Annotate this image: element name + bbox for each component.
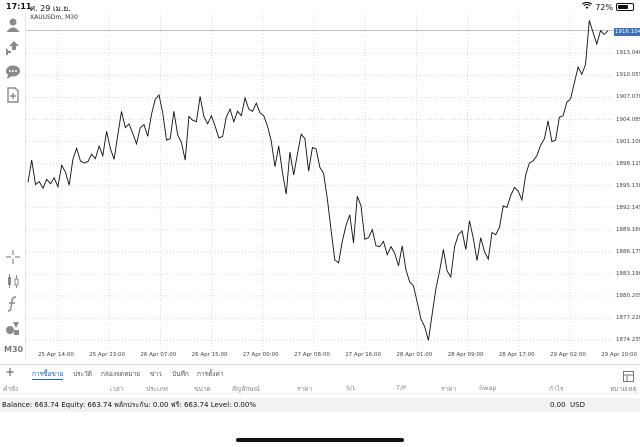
y-tick-label: 1898.115 xyxy=(616,160,640,167)
clock: 17:11 xyxy=(6,2,32,11)
col-type: ประเภท xyxy=(146,385,168,393)
y-tick-label: 1913.040 xyxy=(616,50,640,57)
indicators-icon[interactable] xyxy=(5,296,21,312)
time-axis: 25 Apr 14:00 25 Apr 23:00 26 Apr 07:00 26 A… xyxy=(26,352,640,360)
x-tick-label: 27 Apr 00:00 xyxy=(242,352,279,358)
y-tick-label: 1889.160 xyxy=(616,226,640,233)
tab-mailbox[interactable]: กล่องจดหมาย xyxy=(101,370,141,378)
chat-icon[interactable] xyxy=(5,64,21,80)
terminal-tab-bar: + การซื้อขาย ประวัติ กล่องจดหมาย ข่าว บั… xyxy=(0,364,640,382)
add-icon[interactable]: + xyxy=(5,365,16,379)
y-tick-label: 1874.235 xyxy=(616,337,640,344)
current-price-tag: 1916.104 xyxy=(614,28,640,36)
tab-trade[interactable]: การซื้อขาย xyxy=(32,370,64,380)
tab-history[interactable]: ประวัติ xyxy=(73,370,92,378)
col-symbol: สัญลักษณ์ xyxy=(232,385,260,393)
timeframe-label[interactable]: M30 xyxy=(4,345,24,354)
tab-settings[interactable]: การตั้งค่า xyxy=(197,370,224,378)
y-tick-label: 1901.100 xyxy=(616,138,640,145)
x-tick-label: 25 Apr 23:00 xyxy=(89,352,126,358)
tab-journal[interactable]: บันทึก xyxy=(172,370,189,378)
col-sl: S/L xyxy=(346,384,356,392)
x-tick-label: 26 Apr 15:00 xyxy=(191,352,228,358)
x-tick-label: 26 Apr 07:00 xyxy=(140,352,177,358)
orders-table-header: คำสั่ง เวลา ประเภท ขนาด สัญลักษณ์ ราคา S… xyxy=(0,382,640,394)
y-tick-label: 1907.070 xyxy=(616,94,640,101)
date: ศ. 29 เม.ย. xyxy=(30,4,71,13)
crosshair-icon[interactable] xyxy=(5,249,21,265)
y-tick-label: 1880.205 xyxy=(616,293,640,300)
chart-type-icon[interactable] xyxy=(5,273,21,289)
panel-toggle-icon[interactable] xyxy=(623,367,634,382)
col-open-price: ราคา xyxy=(297,385,313,393)
col-tp: T/P xyxy=(396,384,407,392)
y-tick-label: 1904.085 xyxy=(616,116,640,123)
account-icon[interactable] xyxy=(5,17,21,33)
price-chart[interactable] xyxy=(26,13,614,360)
x-tick-label: 29 Apr 10:00 xyxy=(601,352,638,358)
x-tick-label: 28 Apr 17:00 xyxy=(498,352,535,358)
y-tick-label: 1877.220 xyxy=(616,315,640,322)
y-tick-label: 1910.055 xyxy=(616,72,640,79)
col-profit: กำไร xyxy=(549,385,564,393)
trade-icon[interactable] xyxy=(5,40,21,56)
price-axis: 1913.040 1910.055 1907.070 1904.085 1901.100… xyxy=(614,13,640,353)
left-toolbar: M30 xyxy=(0,13,26,360)
x-tick-label: 29 Apr 02:00 xyxy=(550,352,586,358)
col-price: ราคา xyxy=(441,385,457,393)
balance-summary: Balance: 663.74 Equity: 663.74 พลักประกั… xyxy=(2,401,256,409)
y-tick-label: 1895.130 xyxy=(616,182,640,189)
battery-percent: 72% xyxy=(595,2,613,12)
x-tick-label: 28 Apr 09:00 xyxy=(447,352,484,358)
x-tick-label: 25 Apr 14:00 xyxy=(38,352,74,358)
col-order: คำสั่ง xyxy=(3,385,19,393)
x-tick-label: 28 Apr 01:00 xyxy=(396,352,433,358)
objects-icon[interactable] xyxy=(5,320,21,336)
col-time: เวลา xyxy=(110,385,124,393)
col-swap: Swap xyxy=(479,384,497,392)
price-series-line xyxy=(27,20,609,341)
tab-news[interactable]: ข่าว xyxy=(150,370,162,378)
home-indicator xyxy=(236,438,404,442)
col-size: ขนาด xyxy=(194,385,211,393)
y-tick-label: 1883.190 xyxy=(616,270,640,277)
battery-level xyxy=(618,5,629,9)
battery-icon xyxy=(616,3,634,11)
account-currency: USD xyxy=(570,401,585,409)
x-tick-label: 27 Apr 16:00 xyxy=(345,352,382,358)
balance-bar: Balance: 663.74 Equity: 663.74 พลักประกั… xyxy=(0,398,640,412)
x-tick-label: 27 Apr 08:00 xyxy=(294,352,330,358)
status-bar: 17:11 ศ. 29 เม.ย. 72% xyxy=(0,0,640,13)
col-comment: หมายเหตุ xyxy=(610,385,637,393)
total-profit: 0.00 xyxy=(550,401,566,409)
status-indicators: 72% xyxy=(582,1,634,12)
y-tick-label: 1892.145 xyxy=(616,204,640,211)
wifi-icon xyxy=(582,1,593,12)
new-order-icon[interactable] xyxy=(5,87,21,103)
chart-symbol-label: XAUUSDm, M30 xyxy=(30,14,78,21)
y-tick-label: 1886.175 xyxy=(616,248,640,255)
